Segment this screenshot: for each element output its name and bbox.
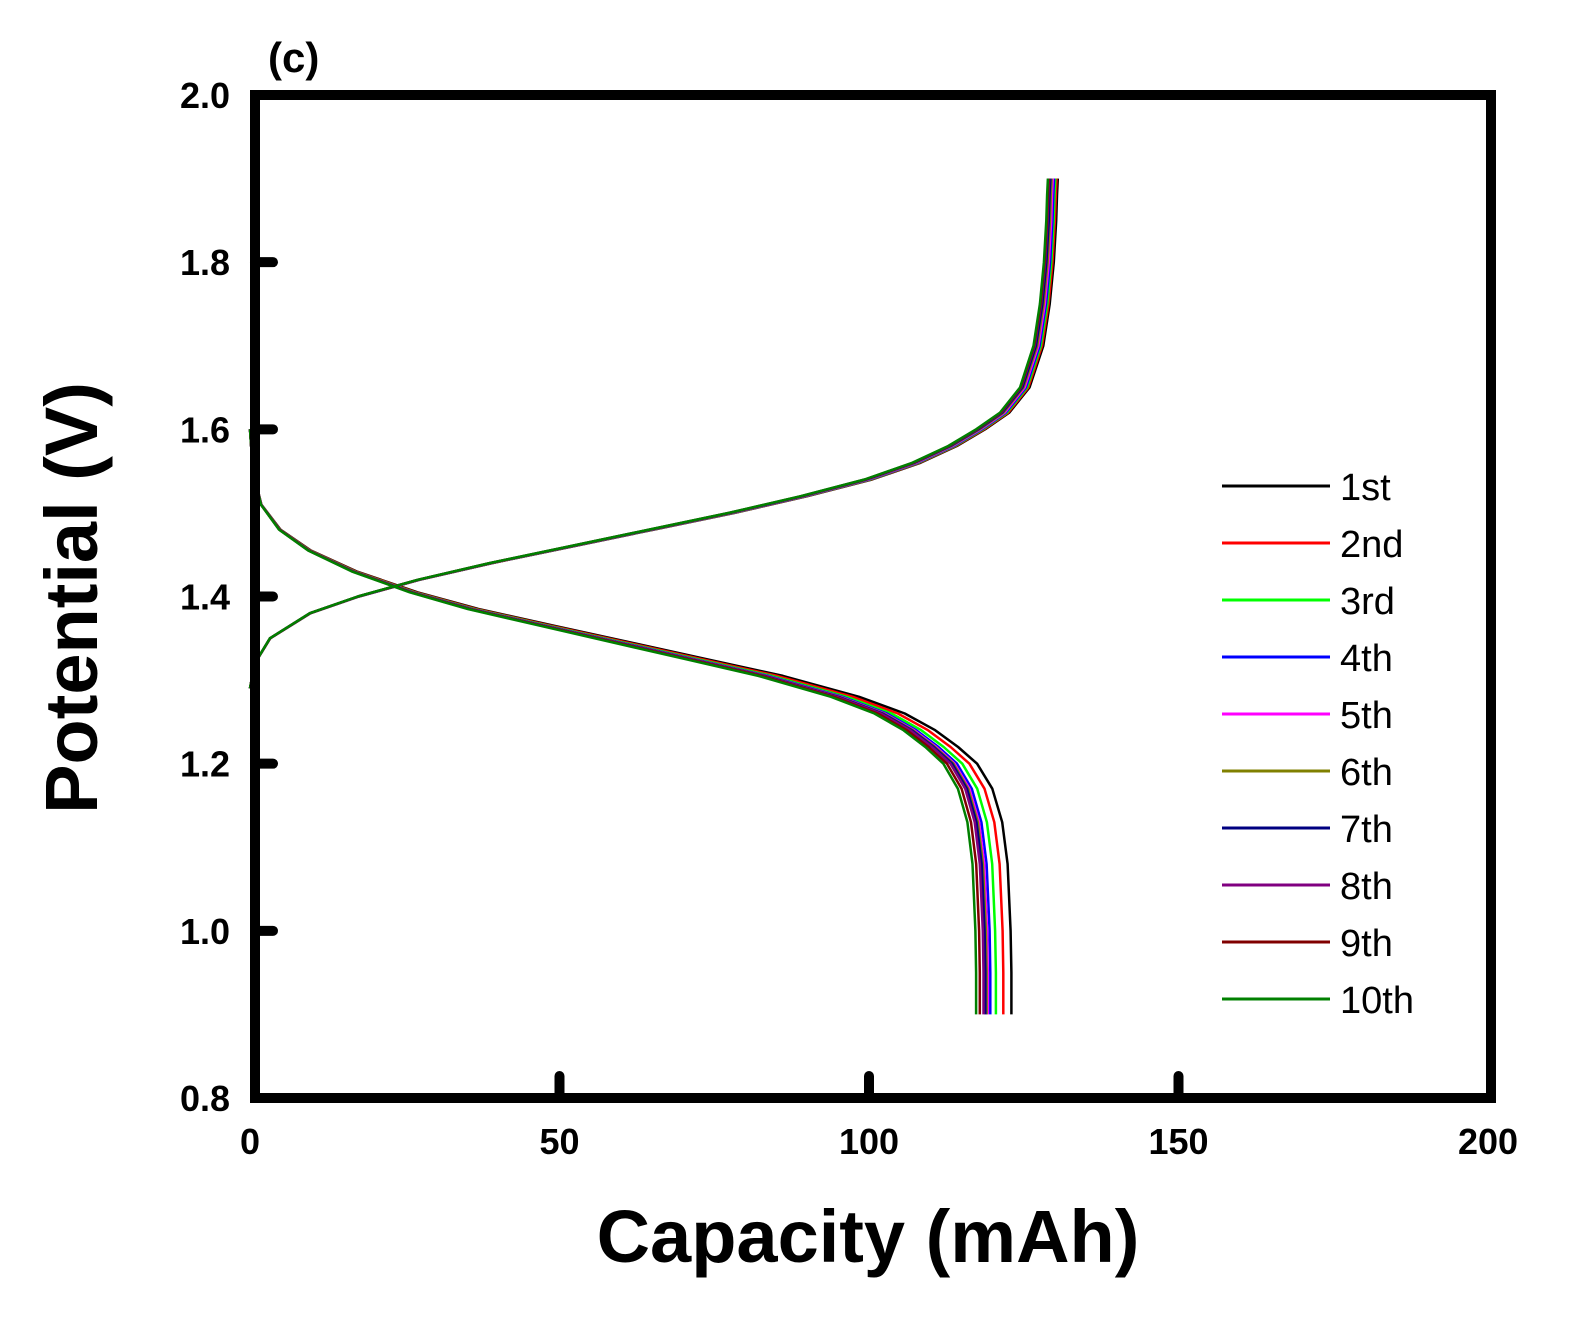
charge-curve-4th [248, 178, 1056, 689]
legend-label: 1st [1340, 467, 1391, 509]
legend-label: 3rd [1340, 581, 1395, 623]
x-tick-label: 50 [539, 1121, 579, 1162]
y-axis-title: Potential (V) [30, 382, 113, 814]
x-tick-label: 150 [1148, 1121, 1208, 1162]
y-tick-label: 0.8 [180, 1078, 230, 1119]
y-tick-label: 1.0 [180, 911, 230, 952]
x-tick-label: 0 [240, 1121, 260, 1162]
y-tick-label: 1.4 [180, 577, 230, 618]
discharge-curve-7th [248, 429, 987, 1015]
x-axis-ticks: 0 50 100 150 200 [240, 1071, 1518, 1162]
panel-label: (c) [268, 34, 319, 81]
discharge-curve-6th [248, 429, 988, 1015]
y-axis-ticks: 0.8 1.0 1.2 1.4 1.6 1.8 2.0 [180, 75, 278, 1119]
y-tick-label: 1.6 [180, 409, 230, 450]
legend-label: 9th [1340, 923, 1393, 965]
legend-label: 10th [1340, 980, 1414, 1022]
legend: 1st 2nd 3rd 4th 5th 6th 7th 8th 9th 10th [1222, 467, 1414, 1022]
y-tick-label: 1.8 [180, 242, 230, 283]
curves-group [248, 178, 1060, 1015]
y-tick-label: 2.0 [180, 75, 230, 116]
x-axis-title: Capacity (mAh) [597, 1195, 1140, 1278]
legend-label: 2nd [1340, 524, 1403, 566]
legend-label: 7th [1340, 809, 1393, 851]
legend-label: 4th [1340, 638, 1393, 680]
charge-curve-8th [248, 178, 1051, 689]
legend-label: 6th [1340, 752, 1393, 794]
charge-curve-1st [248, 178, 1060, 689]
legend-label: 8th [1340, 866, 1393, 908]
y-tick-label: 1.2 [180, 744, 230, 785]
discharge-curve-5th [248, 429, 990, 1015]
x-tick-label: 100 [839, 1121, 899, 1162]
charge-curve-10th [248, 178, 1050, 689]
discharge-curve-9th [248, 429, 982, 1015]
charge-curve-2nd [248, 178, 1058, 689]
charge-curve-9th [248, 178, 1050, 689]
charge-curve-7th [248, 178, 1052, 689]
discharge-curve-10th [248, 429, 978, 1015]
discharge-curve-8th [248, 429, 985, 1015]
legend-label: 5th [1340, 695, 1393, 737]
charge-curve-6th [248, 178, 1053, 689]
x-tick-label: 200 [1458, 1121, 1518, 1162]
charge-curve-3rd [248, 178, 1057, 689]
charge-curve-5th [248, 178, 1055, 689]
plot-frame [250, 90, 1496, 1103]
discharge-curve-3rd [248, 429, 998, 1015]
discharge-curve-4th [248, 429, 992, 1015]
